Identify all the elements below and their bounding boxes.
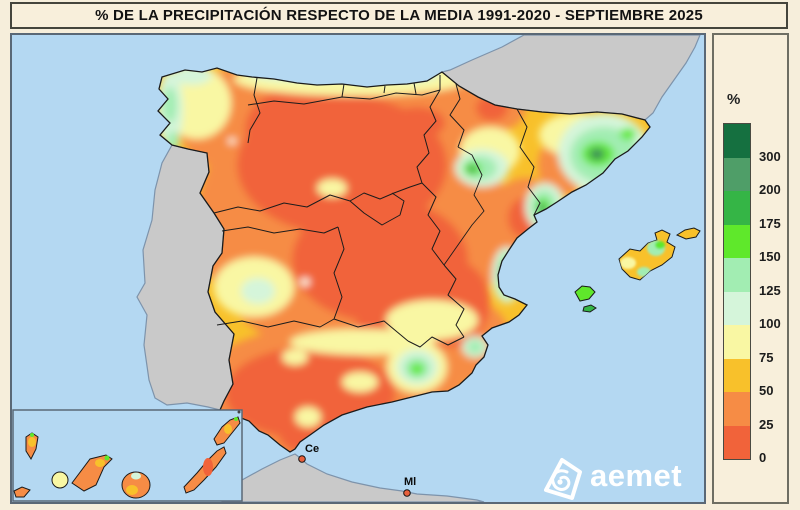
ceuta-marker (298, 455, 306, 463)
spain-precipitation-map (12, 35, 704, 502)
legend-bands (723, 123, 751, 460)
formentera (582, 304, 597, 313)
legend-swatch (724, 425, 750, 459)
legend-value: 0 (759, 450, 767, 465)
el-hierro (13, 486, 31, 498)
legend-value: 200 (759, 182, 781, 197)
legend-swatch (724, 358, 750, 392)
spain-coastline (157, 67, 651, 453)
legend-panel: % 300 200 175 150 125 100 75 50 25 0 (712, 33, 789, 504)
legend-value: 150 (759, 249, 781, 264)
legend-value: 50 (759, 383, 774, 398)
legend-swatch (724, 392, 750, 426)
legend-value: 100 (759, 316, 781, 331)
aemet-logo: aemet (539, 452, 682, 498)
la-gomera (51, 471, 69, 489)
legend-swatch (724, 258, 750, 292)
legend-unit-label: % (727, 91, 741, 108)
menorca (675, 227, 701, 240)
ibiza (574, 285, 596, 302)
legend-swatch (724, 191, 750, 225)
melilla-marker (403, 489, 411, 497)
legend-swatch (724, 157, 750, 191)
melilla-label: Ml (404, 476, 417, 488)
legend-swatch (724, 291, 750, 325)
aemet-logo-icon (544, 458, 582, 500)
canary-islands-inset (12, 409, 243, 502)
legend-value: 300 (759, 148, 781, 164)
map-title: % DE LA PRECIPITACIÓN RESPECTO DE LA MED… (10, 2, 788, 29)
aemet-logo-text: aemet (590, 457, 683, 493)
ceuta-label: Ce (305, 443, 320, 455)
africa-landmass (221, 453, 485, 502)
city-markers (298, 455, 411, 497)
balearic-islands (574, 227, 701, 313)
legend-value: 75 (759, 349, 774, 365)
region-borders (213, 75, 541, 348)
map-panel: Ce Ml aemet (10, 33, 706, 504)
legend-swatch (724, 224, 750, 258)
legend-value: 125 (759, 282, 781, 298)
legend-swatch (724, 325, 750, 359)
land-outside-spain (136, 35, 701, 502)
legend-value: 25 (759, 416, 774, 432)
legend-value: 175 (759, 215, 781, 231)
legend-swatch (724, 124, 750, 158)
